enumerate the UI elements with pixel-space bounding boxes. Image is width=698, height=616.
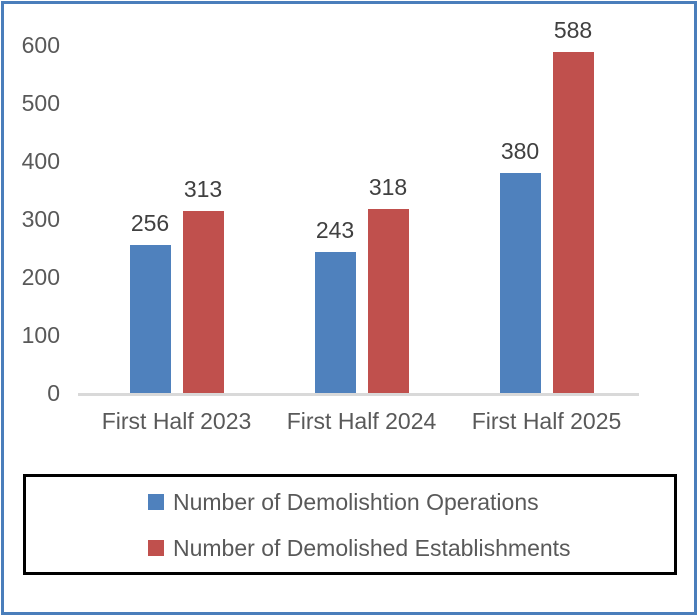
x-axis-category-label: First Half 2024 bbox=[286, 408, 437, 434]
bar-value-label: 318 bbox=[368, 173, 408, 200]
x-axis-category-label: First Half 2025 bbox=[471, 408, 622, 434]
bar bbox=[182, 211, 224, 393]
y-axis-tick-label: 0 bbox=[47, 380, 60, 406]
bar-value-label: 380 bbox=[500, 137, 540, 164]
bar bbox=[314, 252, 356, 393]
legend-swatch bbox=[148, 539, 164, 556]
bar bbox=[552, 51, 594, 393]
legend-item-label: Number of Demolishtion Operations bbox=[173, 488, 539, 515]
legend-item: Number of Demolishtion Operations bbox=[148, 489, 539, 515]
bar-value-label: 243 bbox=[315, 217, 355, 244]
legend-item-label: Number of Demolished Establishments bbox=[173, 534, 571, 561]
bar-value-label: 588 bbox=[553, 16, 593, 43]
x-axis-line bbox=[78, 393, 639, 396]
bar bbox=[367, 208, 409, 393]
y-axis-tick-label: 200 bbox=[21, 264, 60, 290]
y-axis-tick-label: 600 bbox=[21, 32, 60, 58]
y-axis-tick-label: 300 bbox=[21, 206, 60, 232]
y-axis-tick-label: 500 bbox=[21, 90, 60, 116]
legend: Number of Demolishtion Operations Number … bbox=[23, 474, 677, 575]
bar-value-label: 256 bbox=[130, 209, 170, 236]
x-axis-category-label: First Half 2023 bbox=[101, 408, 252, 434]
y-axis-tick-label: 400 bbox=[21, 148, 60, 174]
bar-value-label: 313 bbox=[183, 176, 223, 203]
legend-item: Number of Demolished Establishments bbox=[148, 535, 571, 561]
y-axis-tick-label: 100 bbox=[21, 322, 60, 348]
bar bbox=[129, 244, 171, 393]
legend-swatch bbox=[148, 493, 164, 510]
bar bbox=[499, 172, 541, 393]
